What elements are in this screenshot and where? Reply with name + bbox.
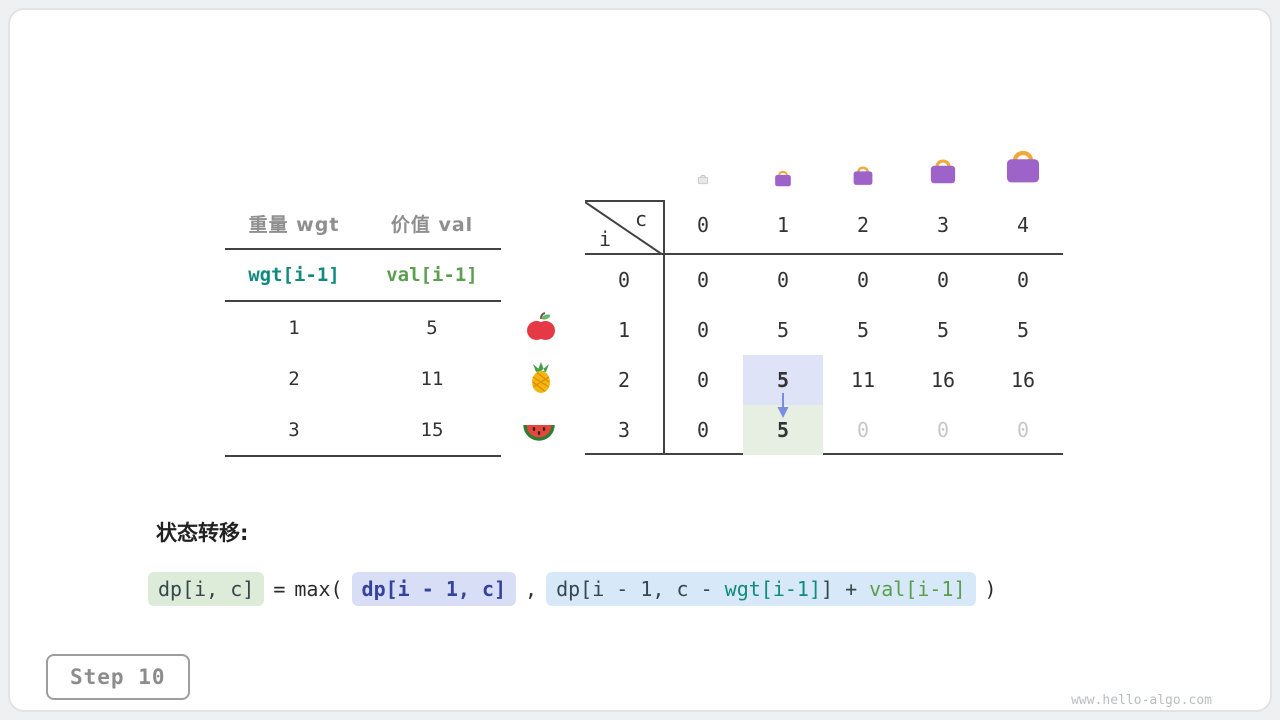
dp-row-header: 0: [617, 268, 631, 292]
bag-icon-capacity-4: [1006, 150, 1040, 183]
formula-arg1-token: dp[i - 1, c]: [351, 572, 517, 606]
dp-cell: 0: [856, 268, 870, 292]
bag-icon-capacity-1: [775, 170, 791, 187]
dp-table: c i 0 1 2 3 4 0 0 0 0 0 0 1 0 5: [585, 200, 1063, 455]
dp-cell: 11: [850, 368, 876, 392]
dp-col-header: 2: [856, 213, 870, 237]
formula-arg2-mid: ] +: [821, 577, 870, 601]
apple-icon: [527, 312, 555, 340]
dp-col-header: 0: [696, 213, 710, 237]
items-table: 重量 wgt 价值 val wgt[i-1] val[i-1] 1 5 2 11…: [225, 198, 501, 457]
items-formula-row: wgt[i-1] val[i-1]: [225, 250, 501, 302]
dp-col-header: 4: [1016, 213, 1030, 237]
formula-arg2-token: dp[i - 1, c - wgt[i-1]] + val[i-1]: [546, 572, 976, 606]
item-2-value: 11: [420, 367, 444, 390]
formula-arg2-prefix: dp[i - 1, c -: [556, 577, 725, 601]
dp-row-0: 0 0 0 0 0 0: [585, 255, 1063, 305]
dp-cell: 16: [1010, 368, 1036, 392]
wgt-formula-label: wgt[i-1]: [248, 264, 340, 286]
step-label: Step 10: [70, 665, 166, 689]
val-formula-label: val[i-1]: [386, 264, 478, 286]
dp-row-1: 1 0 5 5 5 5: [585, 305, 1063, 355]
transition-formula: dp[i, c] = max( dp[i - 1, c] , dp[i - 1,…: [148, 572, 997, 606]
item-3-value: 15: [420, 418, 444, 441]
dp-cell: 5: [1016, 318, 1030, 342]
dp-cell: 0: [696, 268, 710, 292]
corner-capacity-label: c: [634, 207, 647, 231]
dp-cell-unfilled: 0: [856, 418, 870, 442]
pineapple-icon: [532, 362, 550, 393]
dp-cell: 16: [930, 368, 956, 392]
site-watermark: www.hello-algo.com: [1071, 693, 1212, 708]
dp-cell: 0: [696, 418, 710, 442]
bag-icon-capacity-2: [853, 166, 873, 185]
dp-cell: 0: [776, 268, 790, 292]
corner-diagonal-line: [585, 202, 663, 255]
dp-cell: 0: [696, 318, 710, 342]
dp-cell: 5: [936, 318, 950, 342]
item-1-value: 5: [426, 316, 438, 339]
step-badge: Step 10: [46, 654, 190, 700]
dp-table-header-row: c i 0 1 2 3 4: [585, 200, 1063, 255]
dp-row-header: 1: [617, 318, 631, 342]
dp-cell-target-highlight: 5: [743, 405, 823, 455]
item-2-weight: 2: [288, 367, 300, 390]
item-row-1: 1 5: [225, 302, 501, 353]
formula-max-open: max(: [294, 577, 343, 601]
state-transition-label: 状态转移:: [156, 521, 249, 545]
item-row-2: 2 11: [225, 353, 501, 404]
weight-column-header: 重量 wgt: [248, 213, 340, 236]
dp-cell-unfilled: 0: [936, 418, 950, 442]
item-3-weight: 3: [288, 418, 300, 441]
bag-icon-capacity-0: [698, 174, 708, 185]
dp-col-header: 1: [776, 213, 790, 237]
watermelon-icon: [523, 424, 555, 441]
formula-arg2-val: val[i-1]: [869, 577, 966, 601]
dp-cell: 0: [936, 268, 950, 292]
item-row-3: 3 15: [225, 404, 501, 455]
item-1-weight: 1: [288, 316, 300, 339]
dp-cell: 0: [1016, 268, 1030, 292]
formula-close-paren: ): [984, 577, 997, 601]
dp-corner-cell: c i: [585, 200, 663, 255]
dp-cell-unfilled: 0: [1016, 418, 1030, 442]
formula-comma: ,: [525, 577, 538, 601]
dp-row-header: 2: [617, 368, 631, 392]
figure-card: 重量 wgt 价值 val wgt[i-1] val[i-1] 1 5 2 11…: [8, 8, 1272, 712]
dp-cell: 5: [776, 318, 790, 342]
formula-equals: =: [273, 577, 286, 601]
bag-icon-capacity-3: [930, 159, 956, 184]
dp-row-header: 3: [617, 418, 631, 442]
dp-row-2: 2 0 5 11 16 16: [585, 355, 1063, 405]
items-table-header: 重量 wgt 价值 val: [225, 198, 501, 250]
corner-item-label: i: [599, 227, 612, 251]
dp-cell: 5: [856, 318, 870, 342]
dp-row-3: 3 0 5 0 0 0: [585, 405, 1063, 455]
dp-cell: 0: [696, 368, 710, 392]
formula-arg2-wgt: wgt[i-1]: [724, 577, 821, 601]
value-column-header: 价值 val: [390, 213, 474, 236]
dp-col-header: 3: [936, 213, 950, 237]
dp-table-vertical-rule: [663, 200, 665, 455]
arrow-down-icon: [777, 393, 789, 418]
formula-lhs-token: dp[i, c]: [148, 572, 265, 606]
